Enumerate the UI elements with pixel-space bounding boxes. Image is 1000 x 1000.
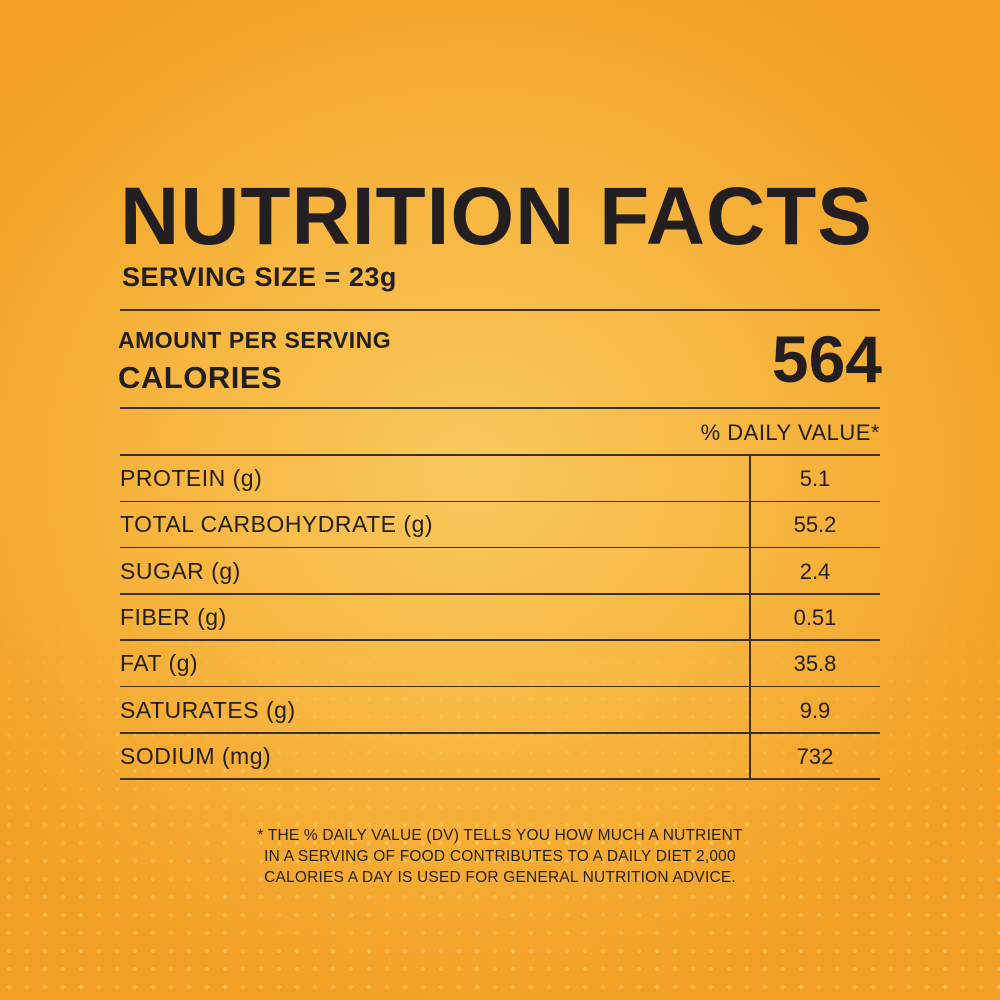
divider (120, 309, 880, 311)
row-divider (120, 500, 880, 502)
row-divider (120, 685, 880, 688)
nutrient-value: 5.1 (799, 466, 831, 491)
table-row: SATURATES (g) 9.9 (120, 687, 880, 733)
divider (120, 407, 880, 409)
table-row: SUGAR (g) 2.4 (120, 548, 880, 594)
daily-value-header: % DAILY VALUE* (700, 420, 880, 445)
amount-per-serving-label: AMOUNT PER SERVING (118, 327, 392, 353)
nutrient-value: 55.2 (793, 512, 837, 538)
nutrient-label: FAT (g) (120, 650, 199, 677)
footnote-line: * THE % DAILY VALUE (DV) TELLS YOU HOW M… (257, 827, 743, 844)
nutrient-value: 35.8 (793, 651, 837, 677)
table-row: SODIUM (mg) 732 (120, 733, 880, 779)
nutrient-value: 0.51 (793, 604, 837, 630)
nutrient-label: SODIUM (mg) (120, 742, 272, 769)
nutrient-label: TOTAL CARBOHYDRATE (g) (120, 511, 434, 538)
nutrient-value: 732 (796, 743, 834, 769)
row-divider (120, 593, 880, 595)
nutrient-value: 2.4 (799, 558, 831, 584)
row-divider (120, 778, 880, 780)
nutrient-label: SUGAR (g) (120, 557, 241, 584)
dot-pattern-background (0, 600, 1000, 1000)
calories-value: 564 (771, 322, 882, 396)
nutrient-label: SATURATES (g) (120, 696, 296, 723)
calories-label: CALORIES (118, 360, 283, 395)
table-row: PROTEIN (g) 5.1 (120, 455, 880, 501)
footnote: * THE % DAILY VALUE (DV) TELLS YOU HOW M… (200, 825, 800, 888)
footnote-line: IN A SERVING OF FOOD CONTRIBUTES TO A DA… (264, 848, 736, 865)
serving-size: SERVING SIZE = 23g (122, 262, 397, 292)
divider (120, 454, 880, 456)
nutrient-value: 9.9 (799, 697, 831, 723)
row-divider (120, 546, 880, 549)
page-title: NUTRITION FACTS (120, 171, 873, 262)
nutrient-label: FIBER (g) (120, 603, 227, 630)
table-row: FAT (g) 35.8 (120, 640, 880, 686)
row-divider (120, 639, 880, 641)
nutrient-label: PROTEIN (g) (120, 465, 263, 491)
table-row: FIBER (g) 0.51 (120, 594, 880, 640)
column-divider (749, 455, 751, 779)
table-row: TOTAL CARBOHYDRATE (g) 55.2 (120, 501, 880, 547)
footnote-line: CALORIES A DAY IS USED FOR GENERAL NUTRI… (264, 869, 736, 886)
row-divider (120, 732, 880, 734)
